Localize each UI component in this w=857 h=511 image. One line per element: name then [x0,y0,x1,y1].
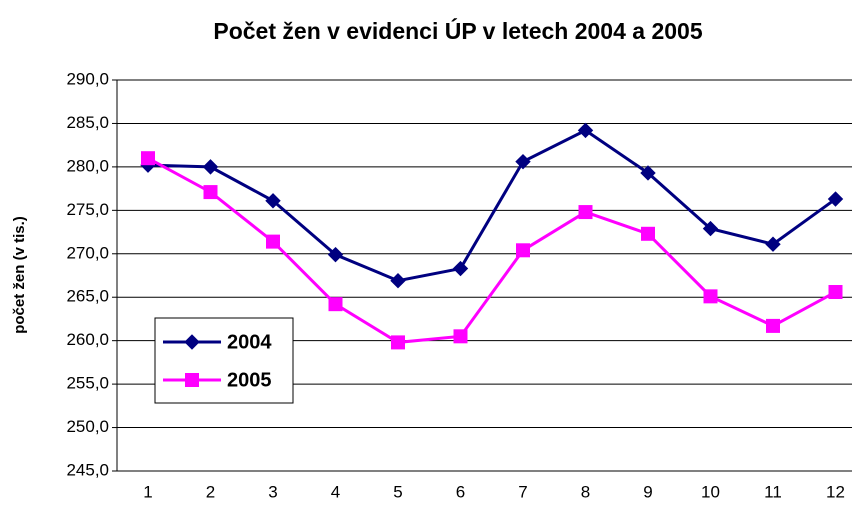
marker [703,289,718,304]
marker [577,122,594,139]
marker [141,151,155,166]
series-line [147,156,837,344]
marker [391,335,405,350]
chart-title: Počet žen v evidenci ÚP v letech 2004 a … [213,17,702,44]
x-tick-label: 5 [393,482,402,501]
marker [266,234,280,249]
legend-label: 2004 [227,331,272,353]
x-tick-label: 4 [331,482,340,501]
y-tick-label: 245,0 [66,460,109,479]
marker [641,226,655,241]
marker [202,159,219,175]
x-tick-label: 10 [701,482,720,501]
x-tick-label: 8 [581,482,590,501]
marker [766,318,780,333]
y-tick-label: 255,0 [66,374,109,393]
legend-label: 2005 [227,369,272,391]
marker [827,191,844,207]
x-tick-label: 3 [268,482,277,501]
y-tick-label: 275,0 [66,200,109,219]
marker [453,329,468,344]
x-tick-label: 1 [143,482,152,501]
marker [515,153,531,170]
x-tick-label: 11 [764,482,782,501]
marker [203,185,218,200]
marker [185,373,199,387]
x-tick-label: 9 [643,482,652,501]
marker [516,243,530,258]
y-axis-title: počet žen (v tis.) [11,216,28,334]
y-tick-label: 290,0 [66,69,109,88]
marker [328,297,343,312]
x-tick-label: 7 [518,482,527,501]
series-line [147,128,837,283]
y-tick-label: 250,0 [66,417,109,436]
marker [265,193,281,209]
x-tick-label: 6 [456,482,465,501]
y-tick-label: 265,0 [66,287,109,306]
legend-box [154,317,294,404]
marker [327,246,344,263]
marker [390,273,406,289]
marker [640,165,656,181]
y-tick-label: 270,0 [66,243,109,262]
marker [765,236,781,252]
marker [702,220,719,237]
marker [184,334,200,350]
x-tick-label: 2 [206,482,215,501]
y-tick-label: 260,0 [66,330,109,349]
marker [452,260,469,277]
y-tick-label: 285,0 [66,113,109,132]
marker [578,205,593,220]
marker [828,285,843,300]
y-tick-label: 280,0 [66,156,109,175]
x-tick-label: 12 [826,482,845,501]
